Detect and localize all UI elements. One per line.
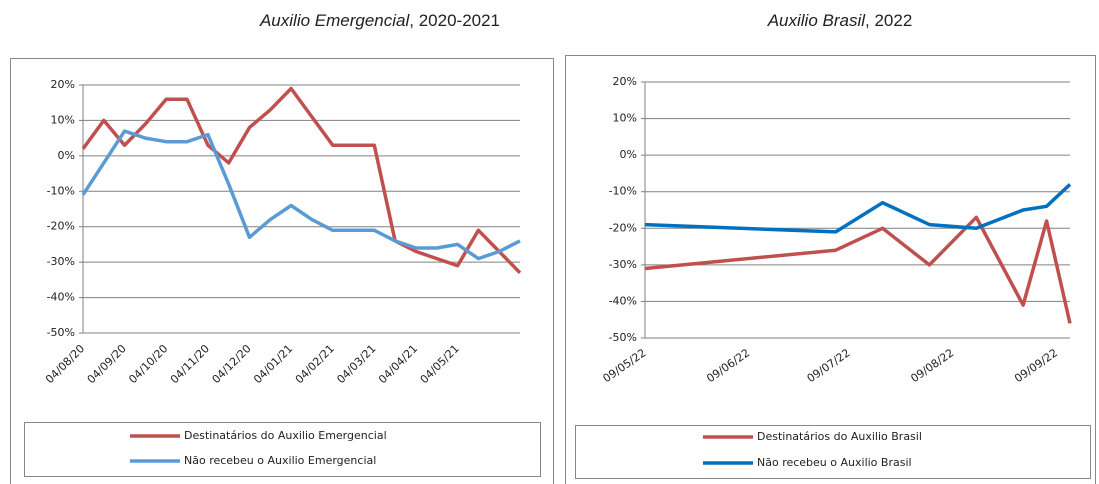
y-tick-label: -20%	[609, 221, 637, 234]
chart-title: Auxilio Brasil, 2022	[767, 11, 913, 30]
x-tick-label: 09/08/22	[908, 346, 956, 385]
legend-label: Não recebeu o Auxilio Emergencial	[184, 454, 376, 467]
legend-box	[24, 422, 541, 477]
x-tick-label: 04/11/20	[168, 342, 212, 386]
y-tick-label: -40%	[47, 291, 75, 304]
x-tick-label: 09/09/22	[1012, 346, 1060, 385]
y-tick-label: 20%	[51, 78, 75, 91]
chart-frame	[10, 58, 554, 484]
x-tick-label: 09/06/22	[704, 346, 752, 385]
x-tick-label: 04/02/21	[293, 342, 337, 386]
x-tick-label: 04/10/20	[126, 342, 170, 386]
chart-title-part: Auxilio Brasil	[767, 11, 867, 30]
series-line	[644, 183, 1072, 234]
chart-title-part: Auxilio Emergencial	[259, 11, 411, 30]
chart-title: Auxilio Emergencial, 2020-2021	[259, 11, 500, 30]
y-tick-label: -30%	[609, 258, 637, 271]
y-tick-label: -30%	[47, 255, 75, 268]
legend-label: Destinatários do Auxilio Brasil	[757, 430, 922, 443]
series-line	[81, 129, 521, 261]
y-tick-label: -10%	[609, 185, 637, 198]
x-tick-label: 09/07/22	[805, 346, 853, 385]
y-tick-label: 0%	[58, 149, 75, 162]
legend-label: Não recebeu o Auxilio Brasil	[757, 456, 912, 469]
legend-label: Destinatários do Auxilio Emergencial	[184, 429, 387, 442]
y-tick-label: -10%	[47, 184, 75, 197]
y-tick-label: -40%	[609, 294, 637, 307]
chart-frame	[565, 55, 1096, 484]
y-tick-label: -50%	[609, 331, 637, 344]
y-tick-label: 0%	[620, 148, 637, 161]
x-tick-label: 09/05/22	[601, 346, 649, 385]
chart-title-part: , 2020-2021	[409, 11, 500, 30]
y-tick-label: 10%	[613, 112, 637, 125]
x-tick-label: 04/08/20	[43, 342, 87, 386]
x-tick-label: 04/01/21	[251, 342, 295, 386]
y-tick-label: 10%	[51, 113, 75, 126]
x-tick-label: 04/04/21	[376, 342, 420, 386]
series-line	[81, 86, 522, 275]
x-tick-label: 04/05/21	[418, 342, 462, 386]
x-tick-label: 04/09/20	[85, 342, 129, 386]
legend-box	[575, 425, 1091, 479]
y-tick-label: -20%	[47, 220, 75, 233]
y-tick-label: -50%	[47, 326, 75, 339]
x-tick-label: 04/03/21	[334, 342, 378, 386]
y-tick-label: 20%	[613, 75, 637, 88]
chart-title-part: , 2022	[865, 11, 912, 30]
series-line	[644, 215, 1072, 324]
x-tick-label: 04/12/20	[210, 342, 254, 386]
